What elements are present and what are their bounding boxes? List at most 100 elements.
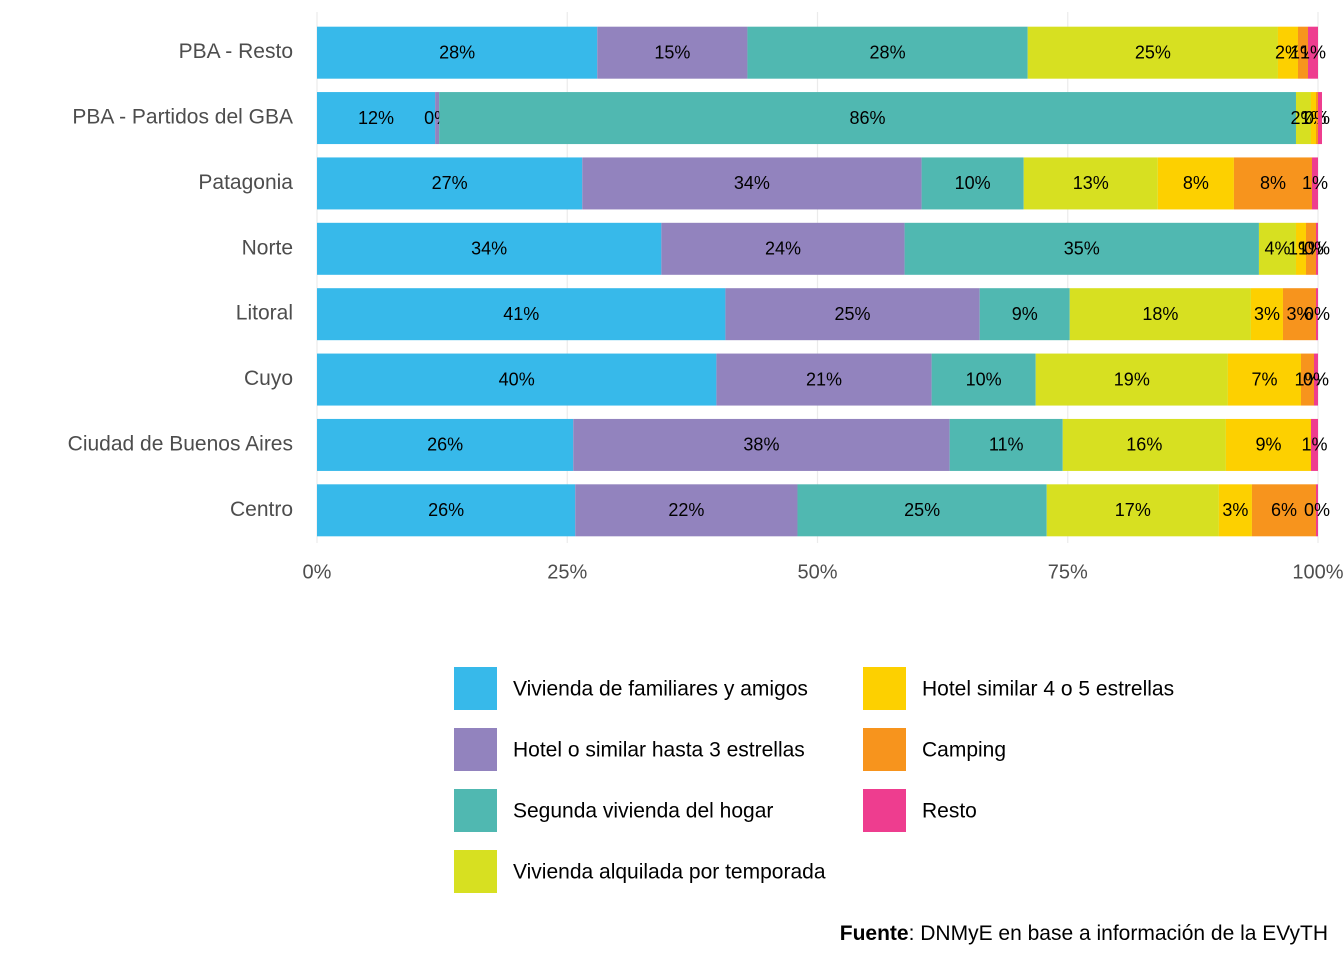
data-label: 0% (1304, 239, 1330, 259)
y-tick-label: Norte (242, 236, 293, 259)
bar-segment (1315, 288, 1318, 341)
data-label: 25% (1135, 42, 1171, 62)
legend-key (863, 728, 906, 771)
bar-segment (1250, 288, 1283, 341)
bar-segment (797, 484, 1047, 537)
legend-key (454, 728, 497, 771)
data-label: 9% (1012, 304, 1038, 324)
bar-segment (1225, 418, 1311, 471)
bar-segment (1258, 222, 1296, 275)
bar-segment (1282, 288, 1316, 341)
bar-segment (1297, 26, 1308, 79)
bar-segment (317, 26, 598, 79)
bar-segment (1227, 353, 1301, 406)
data-label: 26% (428, 500, 464, 520)
legend-label: Vivienda alquilada por temporada (513, 861, 826, 884)
bar-segment (573, 418, 950, 471)
y-tick-label: Patagonia (198, 171, 293, 194)
data-label: 3% (1286, 304, 1312, 324)
bar-segment (1277, 26, 1298, 79)
data-label: 7% (1251, 369, 1277, 389)
data-label: 1% (1302, 173, 1328, 193)
bar-segment (1023, 157, 1158, 210)
data-label: 22% (668, 500, 704, 520)
bar-segment (716, 353, 932, 406)
data-label: 25% (835, 304, 871, 324)
bar-segment (1295, 92, 1311, 145)
data-label: 1% (1301, 435, 1327, 455)
x-tick-label: 50% (797, 561, 837, 583)
bar-segment (1310, 92, 1316, 145)
bar-segment (1035, 353, 1228, 406)
caption: Fuente: DNMyE en base a información de l… (840, 922, 1328, 945)
data-label: 10% (955, 173, 991, 193)
legend-label: Hotel o similar hasta 3 estrellas (513, 739, 805, 762)
y-tick-label: PBA - Resto (179, 40, 293, 63)
bar-segment (1310, 418, 1318, 471)
data-label: 1% (1300, 42, 1326, 62)
legend-key (454, 789, 497, 832)
legend-label: Vivienda de familiares y amigos (513, 678, 808, 701)
bar-segment (921, 157, 1024, 210)
bar-segment (979, 288, 1070, 341)
x-tick-label: 100% (1292, 561, 1343, 583)
caption-text: : DNMyE en base a información de la EVyT… (909, 922, 1328, 945)
bar-segment (1295, 222, 1306, 275)
data-label: 4% (1264, 239, 1290, 259)
bar-segment (439, 92, 1296, 145)
data-label: 12% (358, 108, 394, 128)
data-label: 21% (806, 369, 842, 389)
data-label: 34% (734, 173, 770, 193)
data-label: 2% (1290, 108, 1316, 128)
bar-segment (575, 484, 798, 537)
data-label: 1% (1294, 369, 1320, 389)
bar-segment (1218, 484, 1252, 537)
data-label: 0% (1304, 304, 1330, 324)
bar-segment (1233, 157, 1312, 210)
legend-label: Resto (922, 800, 977, 823)
y-tick-label: PBA - Partidos del GBA (72, 106, 293, 129)
bar-segment (1311, 157, 1318, 210)
data-label: 16% (1126, 435, 1162, 455)
bar-segment (1315, 222, 1318, 275)
y-tick-label: Ciudad de Buenos Aires (68, 432, 293, 455)
legend-label: Hotel similar 4 o 5 estrellas (922, 678, 1174, 701)
bar-segment (317, 288, 726, 341)
bar-segment (317, 157, 583, 210)
bar-segment (1315, 484, 1318, 537)
caption-bold: Fuente (840, 922, 909, 945)
data-label: 86% (850, 108, 886, 128)
data-label: 28% (870, 42, 906, 62)
data-label: 13% (1073, 173, 1109, 193)
bar-segment (582, 157, 922, 210)
bar-segment (1305, 222, 1316, 275)
data-label: 15% (654, 42, 690, 62)
data-label: 11% (989, 435, 1024, 455)
data-label: 18% (1142, 304, 1178, 324)
bar-segment (1062, 418, 1226, 471)
bar-segment (1307, 26, 1318, 79)
data-label: 38% (743, 435, 779, 455)
data-label: 34% (471, 239, 507, 259)
bar-segment (1300, 353, 1314, 406)
data-label: 19% (1114, 369, 1150, 389)
bar-segment (904, 222, 1259, 275)
bar-segment (435, 92, 440, 145)
data-label: 35% (1064, 239, 1100, 259)
bar-segment (1069, 288, 1251, 341)
bar-segment (1313, 353, 1318, 406)
bar-segment (317, 418, 574, 471)
data-label: 8% (1183, 173, 1209, 193)
data-label: 2% (1275, 42, 1301, 62)
data-label: 40% (499, 369, 535, 389)
data-label: 17% (1115, 500, 1151, 520)
data-label: 3% (1222, 500, 1248, 520)
data-label: 0% (1304, 108, 1330, 128)
x-tick-label: 75% (1048, 561, 1088, 583)
bar-segment (1157, 157, 1234, 210)
legend-label: Segunda vivienda del hogar (513, 800, 773, 823)
bar-segment (317, 222, 662, 275)
data-label: 28% (439, 42, 475, 62)
data-label: 3% (1254, 304, 1280, 324)
